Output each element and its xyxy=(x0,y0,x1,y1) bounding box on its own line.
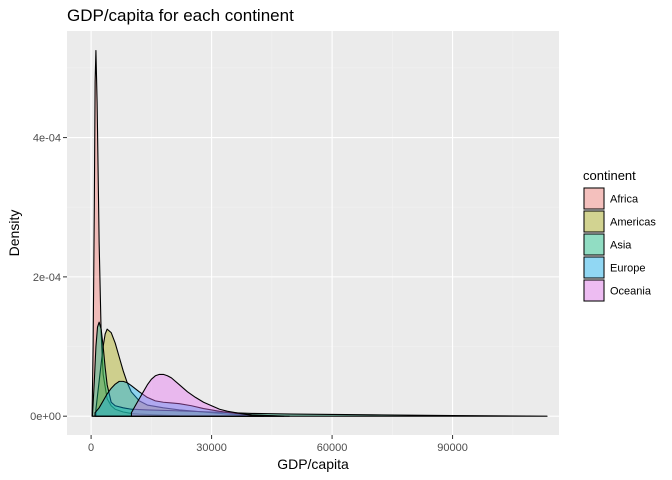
legend-label-oceania: Oceania xyxy=(610,286,652,298)
y-tick-label: 4e-04 xyxy=(33,133,61,145)
x-tick-label: 0 xyxy=(88,442,94,454)
legend-title: continent xyxy=(583,168,636,183)
x-axis-title: GDP/capita xyxy=(277,456,349,472)
legend-label-europe: Europe xyxy=(610,263,645,275)
legend-key-bg xyxy=(583,279,605,302)
legend-key-bg xyxy=(583,233,605,256)
y-tick-label: 0e+00 xyxy=(30,411,61,423)
x-tick-label: 30000 xyxy=(196,442,227,454)
legend-key-americas xyxy=(583,210,605,233)
legend: continent Africa Americas Asia Europe Oceani… xyxy=(583,168,656,302)
density-area-asia xyxy=(91,321,548,417)
x-axis: 0 30000 60000 90000 xyxy=(88,435,468,454)
legend-key-asia xyxy=(583,233,605,256)
legend-key-bg xyxy=(583,210,605,233)
y-axis-title: Density xyxy=(6,210,22,257)
grid-minor xyxy=(67,31,559,435)
density-area-americas xyxy=(95,328,265,417)
legend-key-africa xyxy=(583,187,605,210)
legend-key-oceania xyxy=(583,279,605,302)
x-tick-label: 60000 xyxy=(317,442,348,454)
density-area-europe xyxy=(94,380,290,417)
x-tick-label: 90000 xyxy=(437,442,468,454)
legend-label-americas: Americas xyxy=(610,217,656,229)
density-area-africa xyxy=(91,49,181,417)
plot-panel xyxy=(67,31,559,435)
legend-key-bg xyxy=(583,187,605,210)
legend-label-africa: Africa xyxy=(610,194,639,206)
legend-key-bg xyxy=(583,256,605,279)
legend-label-asia: Asia xyxy=(610,240,632,252)
chart-title: GDP/capita for each continent xyxy=(67,6,294,25)
density-area-oceania xyxy=(130,373,285,417)
y-tick-label: 2e-04 xyxy=(33,272,61,284)
density-areas xyxy=(91,49,548,417)
legend-key-europe xyxy=(583,256,605,279)
y-axis: 0e+00 2e-04 4e-04 xyxy=(30,133,67,423)
